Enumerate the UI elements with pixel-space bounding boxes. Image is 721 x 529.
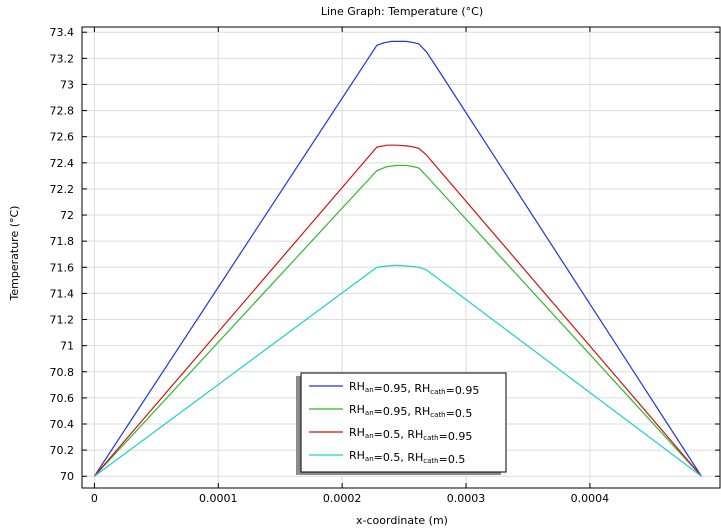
- chart-title: Line Graph: Temperature (°C): [321, 5, 483, 18]
- legend-label-2: RHan=0.95, RHcath=0.5: [349, 403, 472, 420]
- y-tick-label: 70.4: [50, 418, 75, 431]
- y-tick-label: 71.8: [50, 235, 75, 248]
- y-tick-label: 70.2: [50, 444, 75, 457]
- x-tick-label: 0.0004: [571, 492, 610, 505]
- legend: RHan=0.95, RHcath=0.95 RHan=0.95, RHcath=…: [296, 372, 507, 475]
- y-tick-label: 70.8: [50, 366, 75, 379]
- axis-ticks: [82, 27, 720, 488]
- y-tick-label: 71: [60, 340, 74, 353]
- x-tick-label: 0.0002: [323, 492, 362, 505]
- y-tick-label: 72.8: [50, 105, 75, 118]
- y-tick-label: 72.6: [50, 131, 75, 144]
- x-axis-title: x-coordinate (m): [356, 514, 448, 527]
- y-tick-label: 73.2: [50, 52, 75, 65]
- series-line-1: [93, 40, 702, 477]
- y-axis-title: Temperature (°C): [8, 206, 21, 302]
- plot-area-frame: [81, 26, 721, 489]
- grid: [82, 27, 720, 488]
- y-tick-label: 72: [60, 209, 74, 222]
- series-layer: [93, 40, 702, 477]
- series-line-4: [94, 264, 702, 477]
- legend-label-3: RHan=0.5, RHcath=0.95: [349, 426, 472, 443]
- y-tick-label: 73.4: [50, 26, 75, 39]
- x-tick-label: 0.0001: [199, 492, 238, 505]
- y-tick-label: 70: [60, 470, 74, 483]
- tick-labels: 0 0.0001 0.0002 0.0003 0.0004 70 70.2 70.4 70.6 7…: [50, 26, 610, 505]
- x-tick-label: 0: [91, 492, 98, 505]
- legend-label-1: RHan=0.95, RHcath=0.95: [349, 380, 479, 397]
- x-tick-label: 0.0003: [447, 492, 486, 505]
- legend-label-4: RHan=0.5, RHcath=0.5: [349, 449, 465, 466]
- y-tick-label: 72.4: [50, 157, 75, 170]
- y-tick-label: 72.2: [50, 183, 75, 196]
- y-tick-label: 71.2: [50, 314, 75, 327]
- y-tick-label: 71.4: [50, 287, 75, 300]
- y-tick-label: 73: [60, 78, 74, 91]
- y-tick-label: 71.6: [50, 261, 75, 274]
- series-line-3: [93, 144, 702, 477]
- y-tick-label: 70.6: [50, 392, 75, 405]
- series-line-2: [93, 164, 702, 477]
